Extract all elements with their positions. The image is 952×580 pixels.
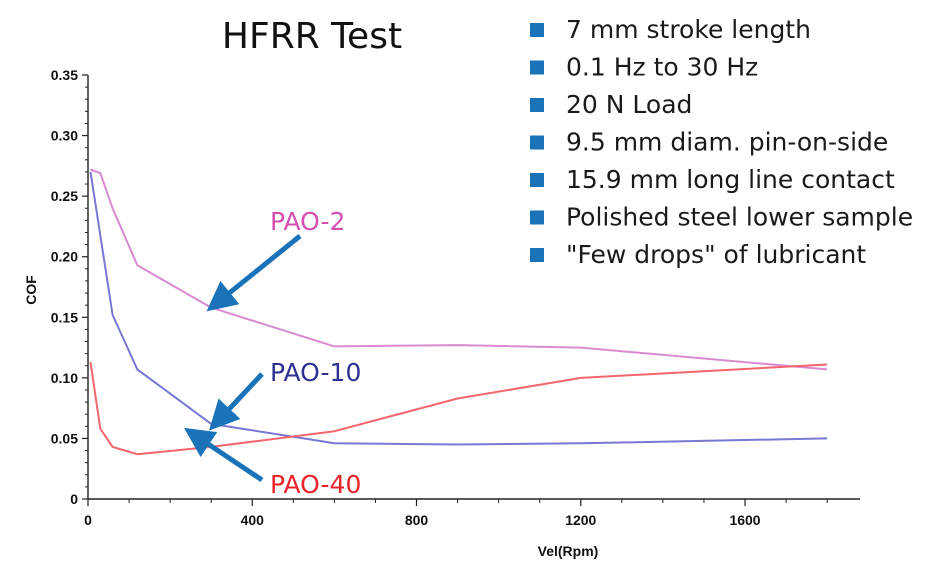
bullet-marker — [530, 210, 544, 225]
bullet-item: 0.1 Hz to 30 Hz — [566, 53, 758, 82]
series-label-pao-40: PAO-40 — [270, 470, 361, 499]
chart-title: HFRR Test — [222, 16, 402, 57]
bullet-item: Polished steel lower sample — [566, 203, 913, 232]
series-label-pao-2: PAO-2 — [270, 207, 345, 236]
bullet-item: 9.5 mm diam. pin-on-side — [566, 128, 888, 157]
x-tick-label: 1200 — [565, 512, 596, 528]
series-line-pao-2 — [90, 168, 828, 371]
bullet-item: 20 N Load — [566, 90, 692, 119]
y-tick-label: 0.10 — [51, 370, 78, 386]
y-axis-label: COF — [23, 275, 39, 305]
bullet-marker — [530, 23, 544, 37]
series-label-pao-10: PAO-10 — [270, 358, 361, 387]
bullet-marker — [530, 60, 544, 75]
y-tick-label: 0.15 — [51, 309, 78, 325]
x-tick-label: 0 — [84, 512, 92, 528]
x-axis-ticks: 0 400 800 1200 1600 — [84, 499, 828, 528]
bullet-item: 7 mm stroke length — [566, 15, 811, 44]
y-tick-label: 0.35 — [51, 67, 78, 83]
bullet-marker — [530, 98, 544, 112]
x-tick-label: 400 — [241, 512, 265, 528]
y-tick-label: 0.30 — [51, 128, 78, 144]
x-tick-label: 1600 — [729, 512, 760, 528]
bullet-marker — [530, 248, 544, 262]
bullet-item: 15.9 mm long line contact — [566, 165, 895, 194]
y-tick-label: 0.05 — [51, 430, 78, 446]
bullet-marker — [530, 173, 544, 187]
x-axis-label: Vel(Rpm) — [538, 543, 599, 559]
y-tick-label: 0.20 — [51, 249, 78, 265]
y-axis-ticks: 0 0.05 0.10 0.15 0.20 0.25 0.30 0.35 — [51, 67, 88, 507]
series-annotations: PAO-2 PAO-10 PAO-40 — [184, 207, 361, 499]
x-tick-label: 800 — [405, 512, 429, 528]
bullet-item: "Few drops" of lubricant — [566, 240, 866, 269]
annotation-arrow — [208, 372, 264, 431]
annotation-arrow — [184, 427, 264, 483]
specs-list: 7 mm stroke length 0.1 Hz to 30 Hz 20 N Lo… — [530, 15, 913, 269]
bullet-marker — [530, 135, 544, 150]
y-tick-label: 0 — [70, 491, 78, 507]
series-line-pao-10 — [89, 171, 828, 446]
y-tick-label: 0.25 — [51, 188, 78, 204]
annotation-arrow — [206, 234, 302, 312]
